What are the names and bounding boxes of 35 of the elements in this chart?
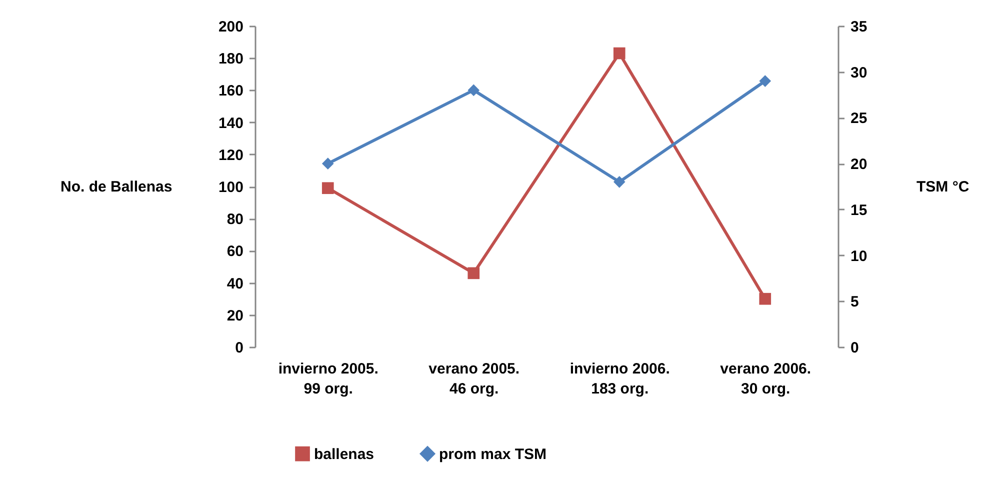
legend-label: prom max TSM [439, 446, 547, 463]
y2-tick-label: 10 [850, 248, 868, 265]
y-tick-label: 180 [218, 50, 244, 68]
point [759, 292, 772, 305]
y2-tick-label: 30 [850, 64, 868, 82]
y2-tick-label: 15 [850, 202, 868, 219]
y2-tick-label: 25 [850, 110, 868, 128]
y2-tick-label: 20 [850, 156, 868, 174]
x-tick-label: verano 2005. 46 org. [428, 360, 520, 398]
y-tick-label: 160 [218, 82, 244, 100]
y-tick-label: 80 [226, 211, 244, 228]
x-tick-label: invierno 2006. 183 org. [570, 360, 670, 398]
y-tick-label: 0 [235, 340, 244, 356]
y-axis-title: No. de Ballenas [60, 178, 172, 196]
y-tick-label: 140 [218, 114, 244, 132]
point [322, 158, 334, 170]
y2-axis-title: TSM °C [916, 178, 970, 196]
y-tick-label: 60 [226, 243, 244, 260]
y-tick-label: 20 [226, 307, 244, 324]
y2-tick-label: 0 [850, 340, 859, 356]
point [468, 267, 480, 280]
y2-tick-label: 35 [850, 18, 868, 36]
y-tick-label: 100 [218, 179, 244, 196]
point [759, 75, 772, 87]
point [613, 47, 626, 60]
legend-label: ballenas [314, 446, 374, 463]
point [468, 84, 480, 96]
point [613, 176, 626, 188]
y-tick-label: 40 [226, 275, 244, 292]
x-tick-label: invierno 2005. 99 org. [278, 360, 378, 398]
x-tick-label: verano 2006. 30 org. [720, 360, 812, 398]
y2-tick-label: 5 [850, 294, 859, 311]
y-tick-label: 120 [218, 146, 244, 164]
point [322, 182, 334, 194]
y-tick-label: 200 [218, 18, 244, 36]
